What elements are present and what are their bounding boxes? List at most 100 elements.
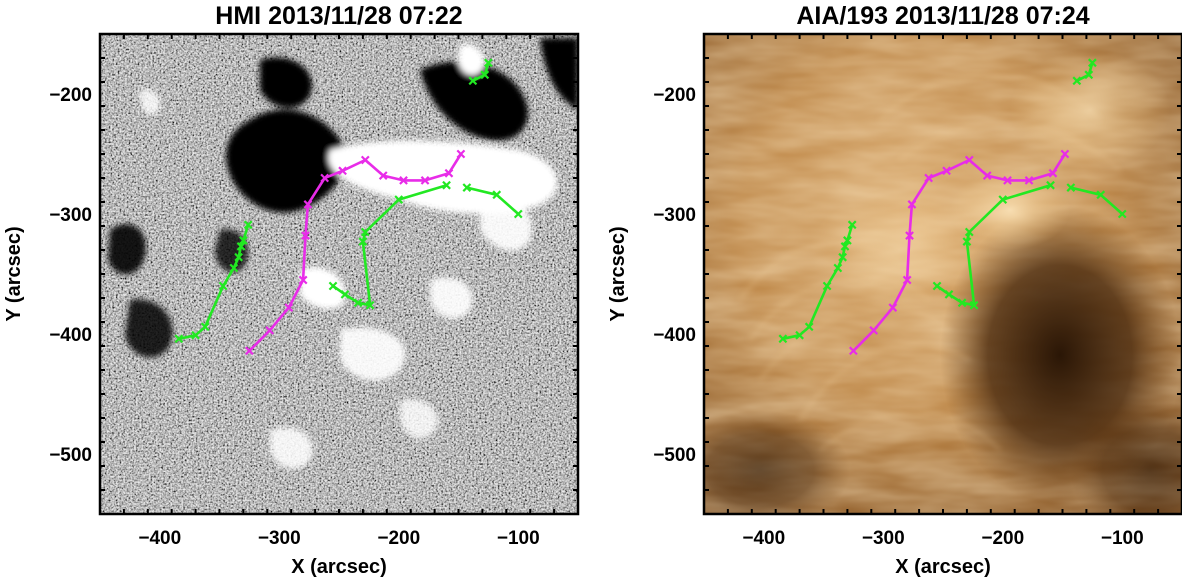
aia-xlabel: X (arcsec) bbox=[895, 556, 991, 578]
hmi-trace-point bbox=[360, 227, 370, 237]
aia-trace-point bbox=[944, 290, 954, 299]
aia-traces bbox=[778, 58, 1127, 356]
aia-trace-point bbox=[1072, 76, 1082, 86]
aia-trace-point bbox=[1088, 58, 1097, 68]
aia-trace-point bbox=[843, 236, 852, 245]
hmi-trace-point bbox=[200, 322, 210, 332]
hmi-trace-point bbox=[328, 281, 338, 291]
hmi-xlabel: X (arcsec) bbox=[291, 556, 387, 578]
hmi-trace-point bbox=[399, 176, 408, 185]
hmi-trace-point bbox=[229, 263, 239, 273]
hmi-trace-point bbox=[360, 155, 370, 165]
aia-trace-point bbox=[964, 227, 974, 237]
aia-x-tick-label: −400 bbox=[742, 528, 785, 549]
aia-trace-point bbox=[833, 263, 843, 273]
hmi-x-tick-label: −200 bbox=[377, 528, 420, 549]
aia-y-tick-label: −300 bbox=[653, 205, 696, 226]
aia-trace-point bbox=[1117, 209, 1127, 219]
hmi-x-tick-label: −400 bbox=[138, 528, 181, 549]
hmi-trace-point bbox=[456, 149, 466, 159]
aia-trace-magenta-line bbox=[852, 153, 1067, 352]
hmi-title: HMI 2013/11/28 07:22 bbox=[215, 2, 462, 30]
hmi-x-tick-label: −300 bbox=[258, 528, 301, 549]
hmi-trace-point bbox=[358, 237, 368, 246]
aia-trace-point bbox=[998, 195, 1008, 204]
hmi-trace-point bbox=[468, 76, 478, 86]
aia-trace-point bbox=[888, 303, 898, 312]
hmi-y-tick-label: −300 bbox=[49, 205, 92, 226]
hmi-y-tick-label: −400 bbox=[49, 325, 92, 346]
hmi-magnetogram-image bbox=[100, 34, 578, 514]
hmi-trace-point bbox=[191, 330, 200, 340]
hmi-y-tick-label: −200 bbox=[49, 85, 92, 106]
aia-trace-point bbox=[1084, 70, 1094, 80]
hmi-trace-point bbox=[218, 281, 228, 291]
hmi-trace-point bbox=[353, 298, 363, 308]
hmi-trace-point bbox=[483, 58, 493, 68]
aia-trace-point bbox=[982, 171, 992, 180]
aia-trace-point bbox=[932, 281, 942, 291]
hmi-trace-point bbox=[236, 242, 246, 251]
aia-trace-point bbox=[804, 322, 814, 332]
hmi-trace-point bbox=[338, 166, 347, 176]
aia-euv-image bbox=[704, 34, 1182, 514]
hmi-trace-point bbox=[462, 183, 472, 192]
aia-trace-point bbox=[924, 173, 934, 183]
aia-trace-point bbox=[869, 326, 879, 335]
hmi-trace-point bbox=[265, 326, 275, 335]
hmi-x-tick-label: −100 bbox=[497, 528, 540, 549]
aia-trace-point bbox=[1060, 149, 1070, 159]
hmi-trace-point bbox=[394, 195, 404, 204]
aia-trace-point bbox=[942, 166, 951, 176]
aia-x-tick-label: −100 bbox=[1101, 528, 1144, 549]
aia-x-tick-label: −300 bbox=[862, 528, 905, 549]
aia-x-tick-label: −200 bbox=[981, 528, 1024, 549]
aia-trace-point bbox=[848, 346, 858, 356]
aia-trace-point bbox=[969, 300, 979, 310]
hmi-trace-point bbox=[174, 334, 184, 344]
aia-trace-point bbox=[795, 330, 804, 340]
hmi-trace-point bbox=[340, 290, 350, 299]
aia-trace-point bbox=[778, 334, 788, 344]
aia-trace-point bbox=[1066, 183, 1076, 192]
hmi-trace-point bbox=[492, 190, 502, 200]
hmi-trace-point bbox=[301, 231, 310, 240]
aia-trace-point bbox=[1003, 176, 1012, 185]
hmi-trace-point bbox=[284, 303, 294, 312]
aia-trace-point bbox=[902, 275, 912, 285]
aia-axes: −400 −300 −200 −100 −500 −400 −300 −200 bbox=[653, 32, 1182, 549]
hmi-trace-point bbox=[365, 300, 375, 310]
hmi-trace-point bbox=[513, 209, 523, 219]
hmi-trace-point bbox=[320, 173, 330, 183]
hmi-ylabel: Y (arcsec) bbox=[3, 226, 25, 321]
aia-y-tick-label: −500 bbox=[653, 445, 696, 466]
aia-y-tick-label: −400 bbox=[653, 325, 696, 346]
aia-trace-point bbox=[838, 252, 847, 262]
hmi-trace-point bbox=[243, 220, 253, 230]
aia-trace-point bbox=[905, 231, 914, 240]
hmi-trace-point bbox=[234, 252, 243, 262]
hmi-trace-point bbox=[480, 70, 490, 80]
hmi-trace-point bbox=[298, 275, 308, 285]
aia-trace-point bbox=[822, 281, 832, 291]
aia-title: AIA/193 2013/11/28 07:24 bbox=[796, 2, 1089, 30]
hmi-trace-point bbox=[239, 236, 248, 245]
aia-y-tick-label: −200 bbox=[653, 85, 696, 106]
aia-trace-point bbox=[962, 237, 972, 246]
aia-trace-point bbox=[907, 200, 917, 209]
aia-trace-point bbox=[847, 220, 857, 230]
hmi-trace-point bbox=[244, 346, 254, 356]
aia-trace-point bbox=[1048, 168, 1058, 178]
aia-trace-point bbox=[964, 155, 974, 165]
hmi-trace-point bbox=[378, 171, 388, 180]
aia-trace-point bbox=[1096, 190, 1106, 200]
hmi-trace-magenta-line bbox=[248, 153, 463, 352]
aia-trace-point bbox=[957, 298, 967, 308]
aia-ylabel: Y (arcsec) bbox=[607, 226, 629, 321]
hmi-trace-point bbox=[442, 180, 451, 190]
hmi-trace-point bbox=[420, 176, 430, 185]
aia-trace-point bbox=[840, 242, 850, 251]
hmi-axes: −400 −300 −200 −100 −500 −400 −300 −200 bbox=[49, 32, 580, 549]
hmi-trace-point bbox=[444, 168, 454, 178]
